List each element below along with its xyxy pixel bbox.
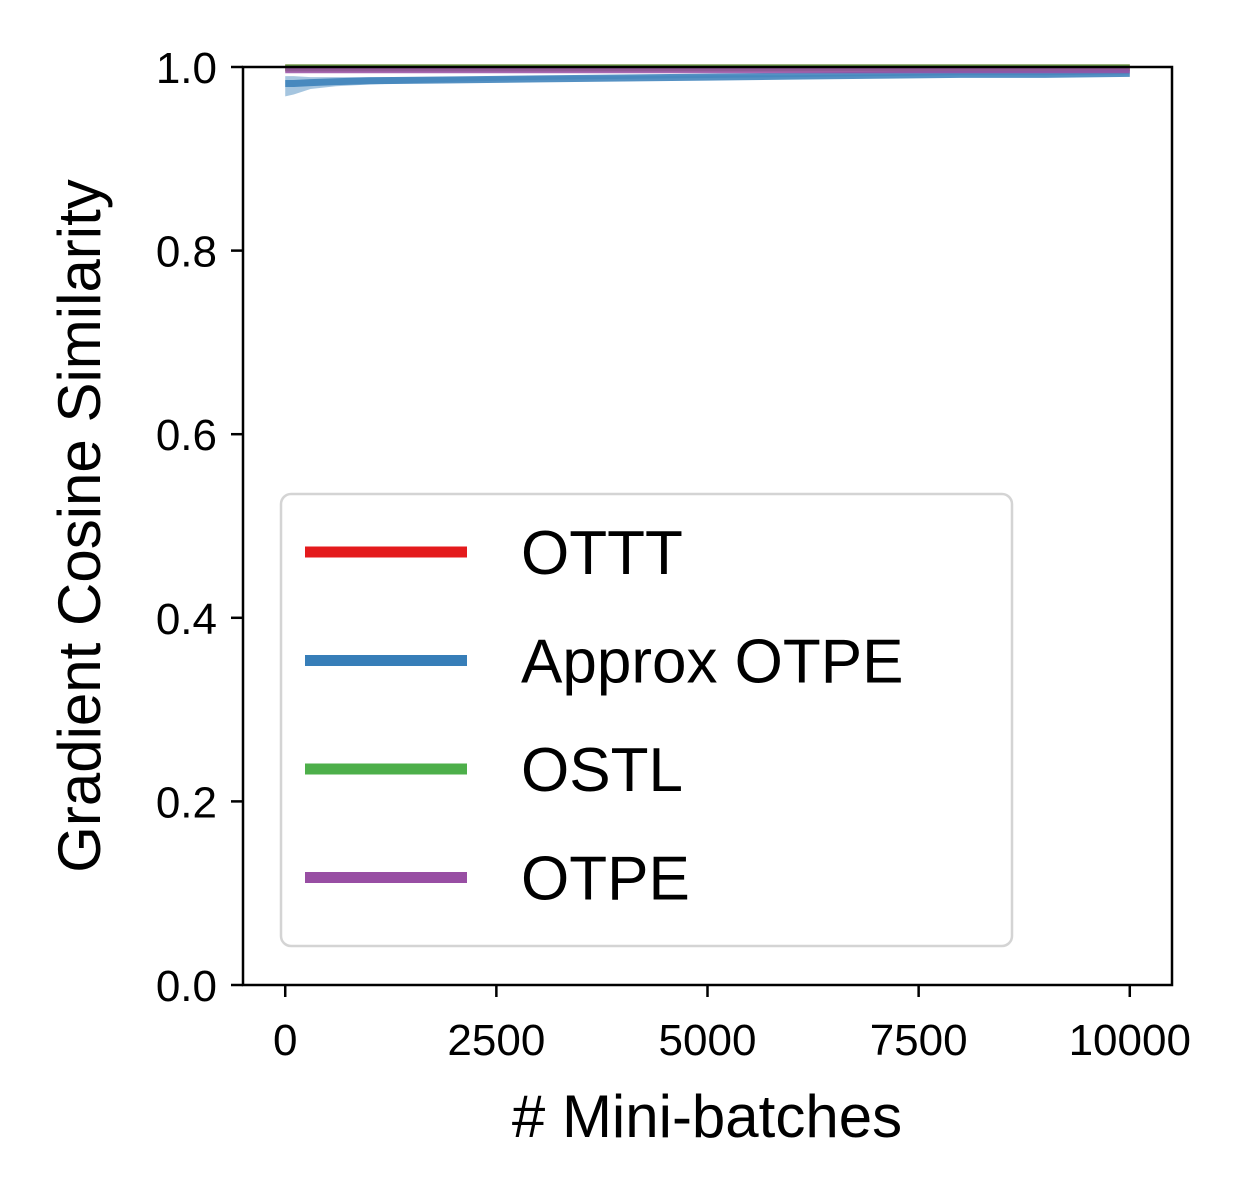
series-line-approx-otpe bbox=[285, 69, 1130, 88]
x-axis-label: # Mini-batches bbox=[512, 1083, 902, 1150]
x-tick-label: 0 bbox=[273, 1016, 297, 1065]
x-tick-label: 7500 bbox=[870, 1016, 968, 1065]
y-axis-label: Gradient Cosine Similarity bbox=[46, 179, 113, 873]
y-tick-label: 0.4 bbox=[156, 595, 217, 644]
y-tick-label: 1.0 bbox=[156, 44, 217, 93]
legend: OTTT Approx OTPE OSTL OTPE bbox=[279, 492, 1014, 948]
legend-box bbox=[279, 492, 1014, 948]
legend-label: Approx OTPE bbox=[521, 628, 903, 697]
y-tick-label: 0.6 bbox=[156, 411, 217, 460]
x-tick-label: 2500 bbox=[447, 1016, 545, 1065]
legend-label: OTTT bbox=[521, 519, 683, 588]
y-tick-label: 0.0 bbox=[156, 962, 217, 1011]
x-tick-label: 10000 bbox=[1069, 1016, 1191, 1065]
legend-label: OSTL bbox=[521, 736, 683, 805]
y-tick-label: 0.2 bbox=[156, 778, 217, 827]
x-tick-label: 5000 bbox=[659, 1016, 757, 1065]
y-axis: 0.0 0.2 0.4 0.6 0.8 1.0 bbox=[156, 44, 243, 1011]
legend-label: OTPE bbox=[521, 845, 690, 914]
x-axis: 0 2500 5000 7500 10000 bbox=[273, 985, 1191, 1065]
y-tick-label: 0.8 bbox=[156, 228, 217, 277]
